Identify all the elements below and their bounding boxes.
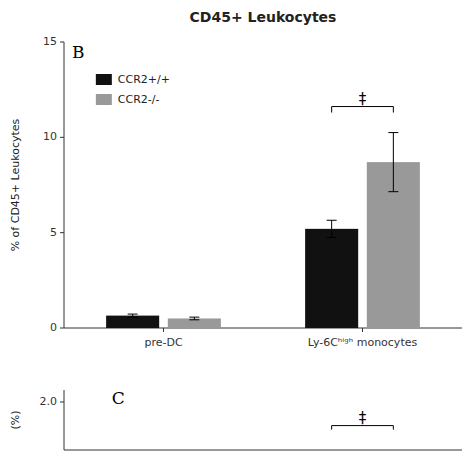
bar bbox=[305, 229, 358, 328]
y-axis-label: (%) bbox=[9, 410, 22, 429]
chart-title: CD45+ Leukocytes bbox=[190, 9, 337, 25]
y-tick-label: 15 bbox=[43, 35, 57, 48]
x-tick bbox=[163, 328, 164, 332]
legend-label: CCR2-/- bbox=[118, 93, 160, 106]
x-axis-line bbox=[64, 450, 462, 451]
error-bar bbox=[388, 133, 398, 192]
panel-label: C bbox=[112, 388, 125, 408]
y-tick-label: 10 bbox=[43, 130, 57, 143]
y-tick-label: 0 bbox=[50, 321, 57, 334]
panel-label: B bbox=[72, 42, 85, 62]
y-axis-line bbox=[64, 42, 65, 328]
x-tick bbox=[362, 328, 363, 332]
chart-root: CD45+ Leukocytes 0 5 10 15 % of CD45+ Leukocy… bbox=[0, 0, 474, 474]
y-axis: 2.0 bbox=[40, 390, 463, 450]
error-bar bbox=[327, 220, 337, 237]
legend-label: CCR2+/+ bbox=[118, 73, 170, 86]
legend-swatch bbox=[96, 94, 112, 105]
significance-marker: ‡ bbox=[359, 90, 367, 108]
y-tick bbox=[60, 328, 64, 329]
y-tick bbox=[60, 42, 64, 43]
y-tick-label: 2.0 bbox=[40, 395, 58, 408]
y-tick bbox=[60, 232, 64, 233]
legend: CCR2+/+ CCR2-/- bbox=[96, 73, 170, 106]
y-axis: 0 5 10 15 bbox=[43, 35, 462, 334]
y-axis-line bbox=[64, 390, 65, 450]
x-tick-label: pre-DC bbox=[144, 336, 182, 349]
significance-marker: ‡ bbox=[359, 409, 367, 427]
bars bbox=[106, 133, 420, 328]
y-axis-label: % of CD45+ Leukocytes bbox=[9, 118, 22, 251]
error-bar bbox=[128, 314, 138, 317]
y-tick-label: 5 bbox=[50, 226, 57, 239]
y-tick bbox=[60, 137, 64, 138]
x-tick-label: Ly-6Cʰⁱᵍʰ monocytes bbox=[308, 336, 418, 349]
legend-swatch bbox=[96, 74, 112, 85]
error-bar bbox=[189, 317, 199, 320]
y-tick bbox=[60, 402, 64, 403]
